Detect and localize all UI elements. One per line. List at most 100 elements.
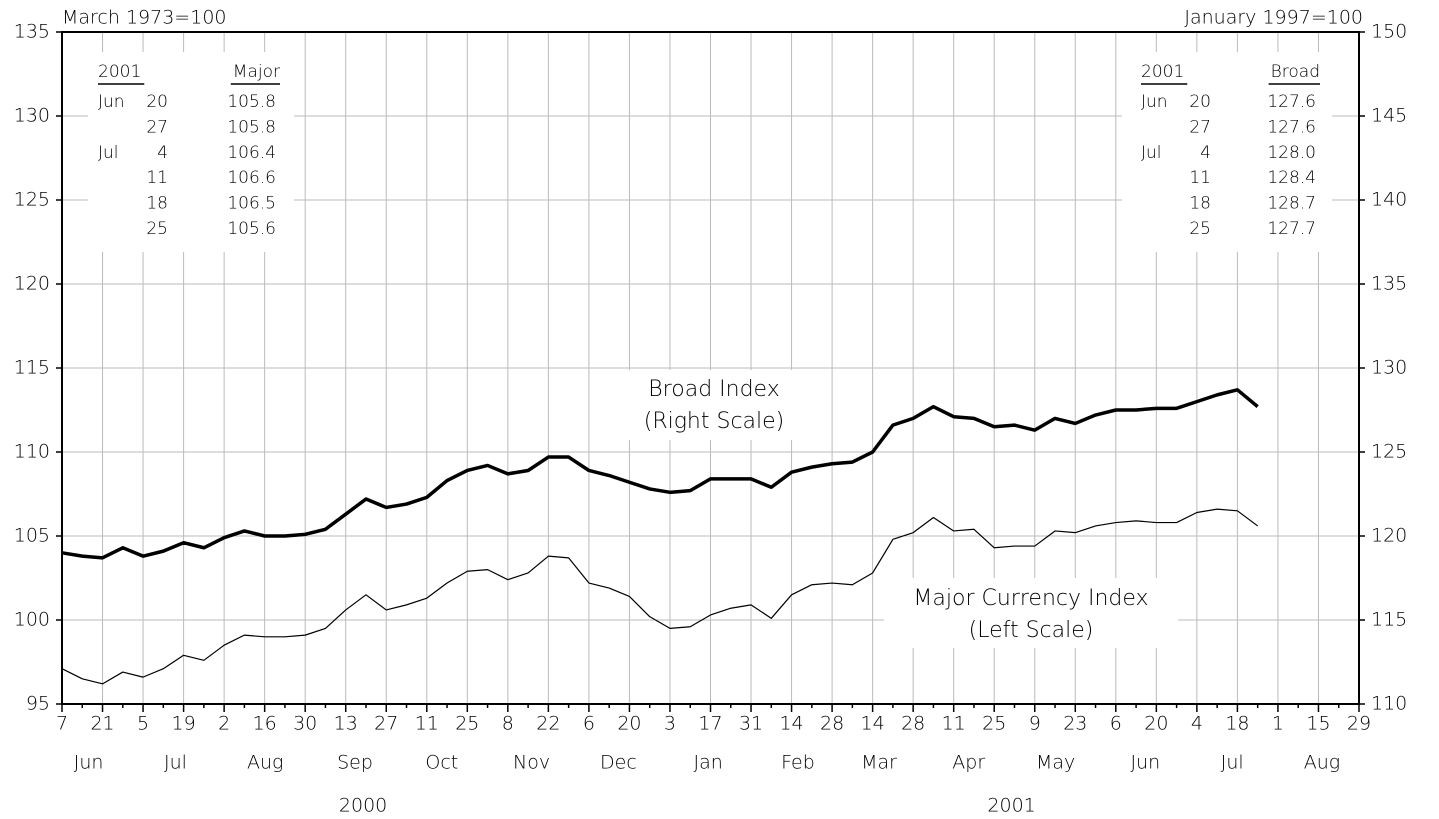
month-label: Jan (694, 752, 723, 774)
x-tick-label: 25 (455, 713, 479, 735)
x-tick-label: 20 (617, 713, 641, 735)
table-column: Broad (1271, 62, 1320, 82)
right-unit: January 1997=100 (1184, 7, 1363, 29)
y2-tick-label: 150 (1371, 21, 1407, 43)
x-tick-label: 23 (1063, 713, 1087, 735)
x-tick-label: 5 (137, 713, 149, 735)
table-value: 128.7 (1267, 194, 1316, 214)
x-tick-label: 4 (1191, 713, 1203, 735)
series-annotation: (Right Scale) (644, 409, 785, 434)
y2-tick-label: 125 (1371, 441, 1407, 463)
table-day: 18 (146, 194, 168, 214)
series-annotation: Major Currency Index (913, 586, 1148, 611)
month-label: Dec (600, 752, 637, 774)
month-label: Feb (781, 752, 815, 774)
year-label: 2000 (339, 795, 387, 817)
y-tick-label: 135 (14, 21, 50, 43)
x-tick-label: 14 (779, 713, 803, 735)
table-value: 106.6 (227, 168, 276, 188)
table-value: 127.6 (1267, 117, 1316, 137)
table-day: 27 (1189, 117, 1211, 137)
series-line (61, 388, 1259, 560)
x-tick-label: 18 (1225, 713, 1249, 735)
y2-tick-label: 110 (1371, 693, 1407, 715)
table-month: Jun (98, 92, 125, 112)
table-day: 11 (146, 168, 168, 188)
x-tick-label: 29 (1347, 713, 1371, 735)
x-tick-label: 27 (374, 713, 398, 735)
y-tick-label: 110 (14, 441, 50, 463)
x-tick-label: 21 (90, 713, 114, 735)
y-tick-label: 130 (14, 105, 50, 127)
table-month: Jul (98, 143, 119, 163)
x-tick-label: 17 (698, 713, 722, 735)
series-annotation: Broad Index (648, 377, 779, 402)
series-annotation: (Left Scale) (969, 618, 1094, 643)
month-label: Sep (337, 752, 373, 774)
table-value: 105.8 (227, 117, 276, 137)
x-tick-label: 9 (1029, 713, 1041, 735)
month-label: Apr (952, 752, 985, 774)
y2-tick-label: 130 (1371, 357, 1407, 379)
y2-tick-label: 115 (1371, 609, 1407, 631)
month-label: May (1036, 752, 1075, 774)
table-year: 2001 (98, 62, 141, 82)
x-tick-label: 28 (901, 713, 925, 735)
y2-tick-label: 120 (1371, 525, 1407, 547)
table-month: Jun (1141, 92, 1168, 112)
y-tick-label: 115 (14, 357, 50, 379)
table-value: 128.0 (1267, 143, 1316, 163)
table-value: 127.7 (1267, 219, 1316, 239)
x-tick-label: 15 (1306, 713, 1330, 735)
x-tick-label: 20 (1144, 713, 1168, 735)
table-day: 27 (146, 117, 168, 137)
x-tick-label: 7 (56, 713, 68, 735)
y-tick-label: 95 (26, 693, 50, 715)
x-tick-label: 19 (172, 713, 196, 735)
x-tick-label: 2 (218, 713, 230, 735)
table-value: 127.6 (1267, 92, 1316, 112)
series-line (61, 508, 1259, 685)
x-tick-label: 28 (820, 713, 844, 735)
year-label: 2001 (987, 795, 1035, 817)
table-value: 105.8 (227, 92, 276, 112)
left-unit: March 1973=100 (62, 7, 227, 29)
month-label: Nov (513, 752, 550, 774)
x-tick-label: 16 (253, 713, 277, 735)
y-tick-label: 125 (14, 189, 50, 211)
table-day: 4 (157, 143, 168, 163)
x-tick-label: 1 (1272, 713, 1284, 735)
table-day: 25 (1189, 219, 1211, 239)
x-tick-label: 14 (861, 713, 885, 735)
y-tick-label: 105 (14, 525, 50, 547)
x-tick-label: 11 (942, 713, 966, 735)
table-day: 20 (1189, 92, 1211, 112)
y2-tick-label: 145 (1371, 105, 1407, 127)
month-label: Jul (164, 752, 187, 774)
y-tick-label: 120 (14, 273, 50, 295)
month-label: Mar (861, 752, 897, 774)
x-tick-label: 22 (536, 713, 560, 735)
month-label: Aug (247, 752, 283, 774)
x-tick-label: 3 (664, 713, 676, 735)
table-value: 105.6 (227, 219, 276, 239)
label-background (884, 578, 1178, 648)
table-value: 106.5 (227, 194, 276, 214)
month-label: Jun (1130, 752, 1160, 774)
table-value: 106.4 (227, 143, 276, 163)
month-label: Aug (1304, 752, 1340, 774)
table-day: 4 (1200, 143, 1211, 163)
month-label: Jul (1221, 752, 1244, 774)
label-background (88, 52, 294, 252)
label-background (1122, 52, 1332, 252)
x-tick-label: 25 (982, 713, 1006, 735)
table-year: 2001 (1141, 62, 1184, 82)
x-tick-label: 11 (415, 713, 439, 735)
x-tick-label: 6 (583, 713, 595, 735)
x-tick-label: 31 (739, 713, 763, 735)
y2-tick-label: 140 (1371, 189, 1407, 211)
table-month: Jul (1141, 143, 1162, 163)
x-tick-label: 13 (334, 713, 358, 735)
x-tick-label: 8 (502, 713, 514, 735)
